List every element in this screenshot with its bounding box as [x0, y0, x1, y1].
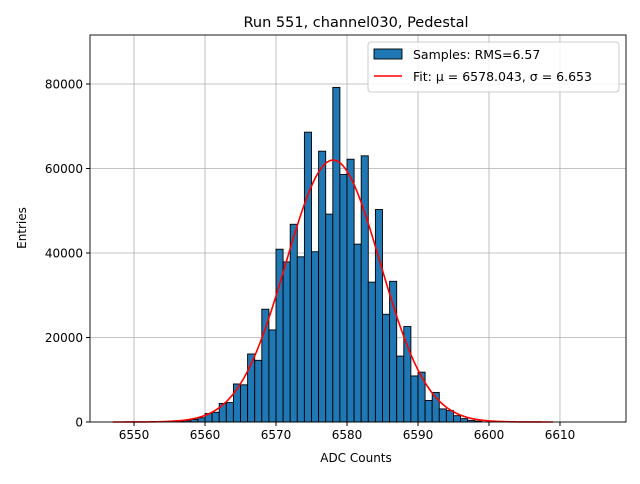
histogram-bar [296, 256, 305, 423]
histogram-bar [303, 131, 312, 423]
histogram-bar [339, 173, 348, 423]
histogram-bar [410, 375, 419, 423]
histogram-bar [325, 213, 334, 423]
x-axis-label: ADC Counts [320, 451, 392, 465]
histogram-bar [396, 355, 405, 423]
histogram-bar [353, 243, 362, 423]
plot-frame [89, 34, 627, 423]
histogram-bar [424, 400, 433, 423]
legend: Samples: RMS=6.57 Fit: μ = 6578.043, σ =… [367, 41, 620, 93]
x-tick-label: 6580 [332, 428, 363, 442]
histogram-bar [346, 158, 355, 423]
x-axis-ticks: 6550 6560 6570 6580 6590 6600 6610 [119, 422, 576, 442]
histogram-bars [176, 86, 483, 423]
histogram-bar [374, 209, 383, 423]
chart-title: Run 551, channel030, Pedestal [243, 15, 468, 31]
histogram-bar [311, 251, 320, 423]
histogram-bar [197, 417, 206, 423]
histogram-bar [254, 359, 263, 423]
x-tick-label: 6600 [474, 428, 505, 442]
legend-histogram-label: Samples: RMS=6.57 [413, 47, 540, 62]
histogram-bar [438, 408, 447, 423]
histogram-bar [289, 223, 298, 423]
y-tick-label: 80000 [45, 78, 83, 92]
histogram-bar [225, 402, 234, 423]
y-tick-label: 20000 [45, 331, 83, 345]
x-tick-label: 6550 [119, 428, 150, 442]
histogram-bar [453, 415, 462, 423]
y-tick-label: 40000 [45, 247, 83, 261]
histogram-bar [360, 155, 369, 423]
histogram-bar [445, 410, 454, 423]
x-tick-label: 6560 [190, 428, 221, 442]
histogram-bar [389, 280, 398, 423]
x-tick-label: 6590 [403, 428, 434, 442]
y-axis-label: Entries [15, 207, 29, 249]
legend-box [367, 41, 620, 93]
histogram-bar [367, 281, 376, 423]
x-tick-label: 6610 [545, 428, 576, 442]
histogram-bar [332, 86, 341, 423]
histogram-bar [211, 411, 220, 423]
y-axis-ticks: 0 20000 40000 60000 80000 [45, 78, 90, 430]
histogram-bar [460, 418, 469, 423]
y-tick-label: 60000 [45, 162, 83, 176]
x-tick-label: 6570 [261, 428, 292, 442]
histogram-bar [268, 329, 277, 423]
fit-curve [112, 159, 553, 423]
legend-histogram-swatch [373, 48, 403, 60]
histogram-bar [318, 150, 327, 423]
histogram-bar [282, 261, 291, 423]
histogram-bar [240, 384, 249, 423]
y-tick-label: 0 [75, 416, 83, 430]
histogram-bar [382, 313, 391, 423]
legend-fit-label: Fit: μ = 6578.043, σ = 6.653 [413, 69, 592, 84]
